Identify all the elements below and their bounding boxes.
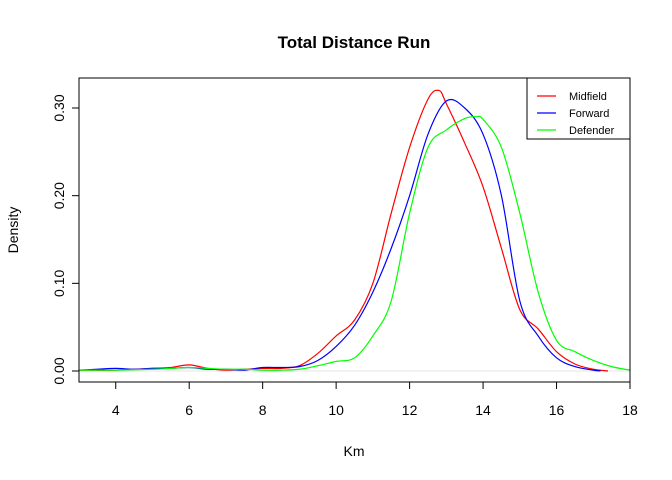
x-tick-label: 12 [402, 402, 418, 418]
y-tick-label: 0.10 [51, 269, 67, 296]
y-axis: 0.00 0.10 0.20 0.30 [51, 94, 80, 385]
series-line-forward [78, 98, 601, 372]
y-tick-label: 0.20 [51, 182, 67, 209]
legend-label-forward: Forward [569, 108, 609, 120]
x-axis: 4 6 8 10 12 14 16 18 [112, 381, 638, 418]
y-tick-label: 0.30 [51, 94, 67, 121]
x-axis-label: Km [344, 443, 365, 459]
y-tick-label: 0.00 [51, 357, 67, 384]
y-axis-label: Density [5, 207, 21, 254]
legend-label-defender: Defender [569, 125, 615, 137]
x-tick-label: 8 [259, 402, 267, 418]
x-tick-label: 4 [112, 402, 120, 418]
legend-box [526, 77, 631, 140]
legend: Midfield Forward Defender [526, 77, 631, 140]
x-tick-label: 10 [328, 402, 344, 418]
chart-title: Total Distance Run [278, 33, 431, 52]
x-tick-label: 18 [622, 402, 638, 418]
x-tick-label: 6 [185, 402, 193, 418]
legend-label-midfield: Midfield [569, 91, 607, 103]
x-tick-label: 14 [475, 402, 491, 418]
x-tick-label: 16 [549, 402, 565, 418]
series-layer [78, 89, 631, 372]
series-line-defender [78, 115, 631, 371]
